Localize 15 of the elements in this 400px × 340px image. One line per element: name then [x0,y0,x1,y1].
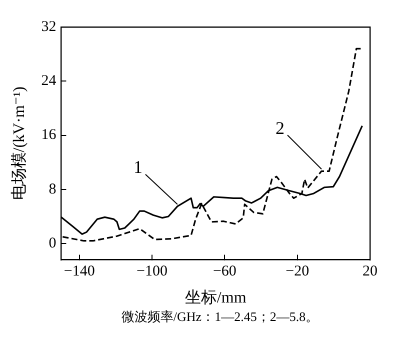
y-tick-label: 32 [41,18,56,35]
series-label: 1 [133,157,142,178]
x-tick-label: −100 [136,264,168,280]
y-tick-label: 16 [41,127,57,144]
text: 微波频率/GHz：1—2.45；2—5.8。 [120,308,320,326]
x-tick-label: 20 [362,264,378,280]
y-tick-label: 8 [48,181,56,198]
text: 2 [276,118,284,138]
x-axis-title: 坐标/mm [184,288,247,307]
x-tick-label: −60 [212,264,236,280]
x-tick-label: −140 [64,264,95,280]
y-tick-label: 24 [41,73,57,90]
y-axis-title: 电场模/(kV·m⁻¹) [10,86,28,200]
y-tick-label: 0 [48,235,56,252]
x-tick-label: −20 [286,264,310,280]
